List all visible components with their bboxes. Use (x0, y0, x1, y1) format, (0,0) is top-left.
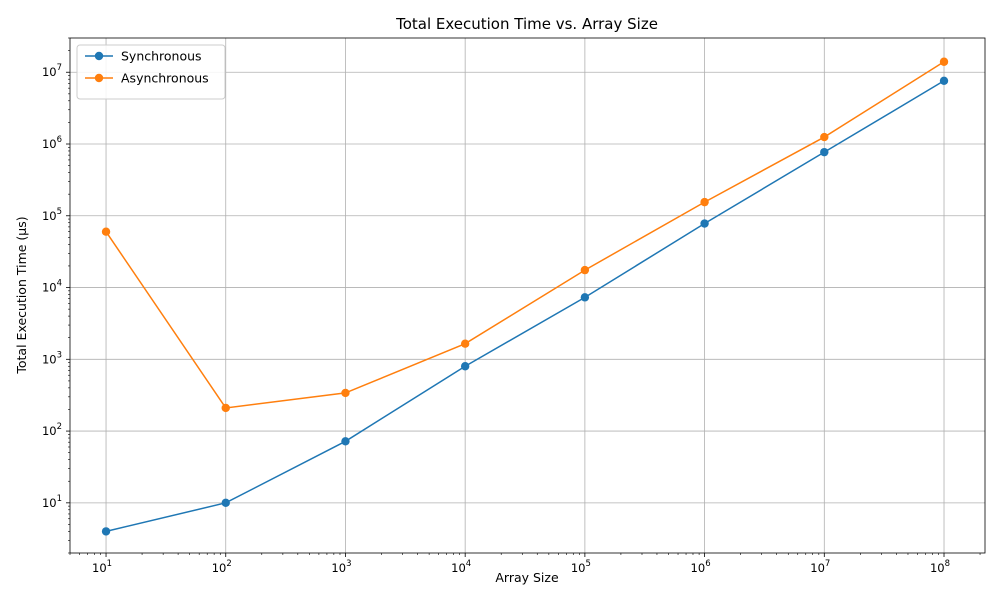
legend-label-asynchronous: Asynchronous (121, 71, 209, 86)
x-tick-label: 101 (92, 559, 112, 575)
y-tick-label: 104 (42, 279, 62, 295)
legend-label-synchronous: Synchronous (121, 49, 202, 64)
data-point-synchronous (221, 498, 230, 508)
grid-lines (70, 38, 985, 553)
x-tick-labels: 101 102 103 104 105 106 107 108 (92, 559, 950, 575)
data-point-synchronous (939, 76, 949, 85)
data-point-asynchronous (221, 403, 230, 413)
minor-ticks (68, 37, 981, 555)
data-point-synchronous (101, 527, 111, 536)
y-tick-label: 102 (42, 422, 62, 438)
legend-box (76, 44, 226, 100)
data-point-asynchronous (580, 265, 590, 275)
x-tick-label: 108 (930, 559, 950, 575)
x-tick-label: 105 (571, 559, 591, 575)
y-tick-label: 107 (42, 63, 62, 79)
x-axis-label: Array Size (495, 570, 559, 585)
data-point-asynchronous (341, 388, 350, 398)
x-tick-label: 102 (212, 559, 232, 575)
x-tick-label: 106 (691, 559, 711, 575)
x-tick-label: 107 (810, 559, 830, 575)
legend-marker-synchronous (94, 51, 104, 61)
data-point-asynchronous (460, 339, 470, 348)
data-point-synchronous (580, 293, 590, 302)
major-ticks (66, 71, 945, 557)
data-point-asynchronous (101, 227, 111, 236)
data-point-synchronous (341, 437, 350, 446)
y-axis-label: Total Execution Time (µs) (14, 216, 29, 374)
series-layer (101, 57, 949, 536)
series-line-asynchronous (105, 61, 945, 409)
data-point-asynchronous (820, 132, 829, 142)
y-tick-label: 103 (42, 350, 62, 366)
x-tick-label: 103 (331, 559, 351, 575)
data-point-asynchronous (939, 57, 949, 66)
legend-marker-asynchronous (94, 73, 104, 83)
data-point-asynchronous (700, 197, 709, 207)
plot-frame (69, 37, 986, 554)
y-tick-labels: 101 102 103 104 105 106 107 (42, 63, 62, 510)
y-tick-label: 101 (42, 494, 62, 510)
data-point-synchronous (700, 219, 709, 228)
data-point-synchronous (460, 362, 470, 371)
chart-title: Total Execution Time vs. Array Size (395, 15, 658, 33)
data-point-synchronous (820, 147, 829, 157)
legend: Synchronous Asynchronous (76, 44, 226, 100)
y-tick-label: 106 (42, 135, 62, 151)
x-tick-label: 104 (451, 559, 471, 575)
series-line-synchronous (105, 80, 945, 533)
y-tick-label: 105 (42, 207, 62, 223)
